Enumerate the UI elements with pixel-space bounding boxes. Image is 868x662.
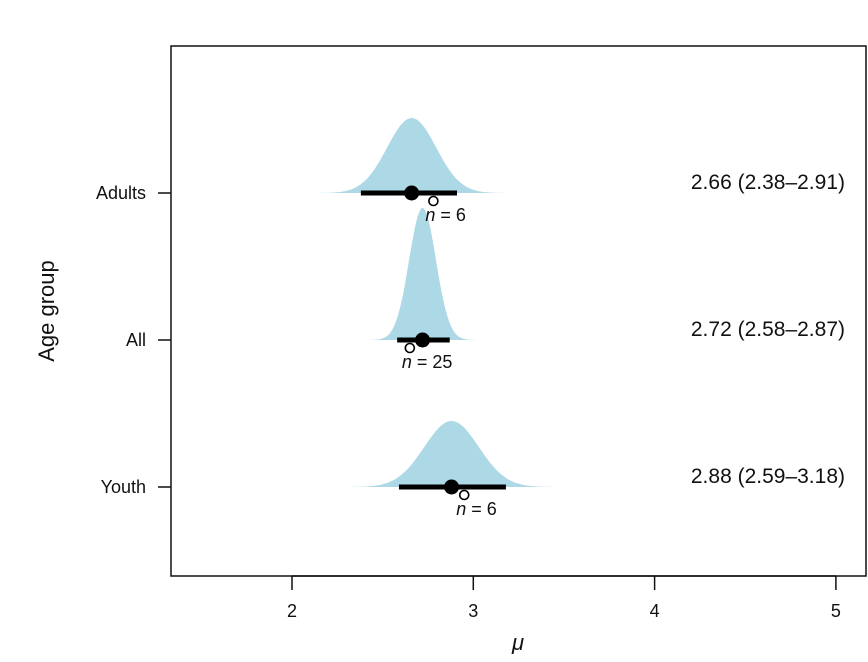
density-adults	[313, 118, 510, 193]
interval-layer	[360, 185, 506, 501]
n-symbol: n	[425, 205, 435, 225]
n-value: = 25	[412, 352, 453, 372]
observed-point-youth	[458, 489, 470, 501]
estimate-label-all: 2.72 (2.58–2.87)	[691, 318, 845, 341]
x-axis: 2 3 4 5	[287, 575, 841, 621]
n-label-youth: n = 6	[456, 499, 497, 519]
mean-point-adults	[404, 185, 420, 201]
density-layer	[313, 118, 561, 487]
n-symbol: n	[402, 352, 412, 372]
mean-point-all	[415, 332, 431, 348]
y-tick-label-all: All	[126, 330, 146, 350]
n-label-adults: n = 6	[425, 205, 466, 225]
y-axis-title: Age group	[34, 260, 59, 362]
density-all	[368, 208, 477, 340]
y-tick-label-adults: Adults	[96, 183, 146, 203]
mean-point-youth	[444, 479, 460, 495]
n-label-all: n = 25	[402, 352, 453, 372]
density-youth	[342, 421, 561, 487]
estimate-label-adults: 2.66 (2.38–2.91)	[691, 171, 845, 194]
annotation-layer: n = 6 2.66 (2.38–2.91) n = 25 2.72 (2.58–2.…	[402, 171, 845, 519]
n-value: = 6	[466, 499, 497, 519]
n-value: = 6	[435, 205, 466, 225]
x-axis-title: μ	[511, 630, 524, 655]
y-axis: Adults All Youth	[96, 183, 171, 497]
observed-point-all	[404, 342, 416, 354]
x-tick-label-5: 5	[831, 601, 841, 621]
estimate-label-youth: 2.88 (2.59–3.18)	[691, 465, 845, 488]
plot-frame	[170, 45, 867, 577]
x-tick-label-3: 3	[468, 601, 478, 621]
observed-point-adults	[428, 195, 439, 207]
y-tick-label-youth: Youth	[101, 477, 146, 497]
n-symbol: n	[456, 499, 466, 519]
x-tick-label-2: 2	[287, 601, 297, 621]
x-tick-label-4: 4	[650, 601, 660, 621]
